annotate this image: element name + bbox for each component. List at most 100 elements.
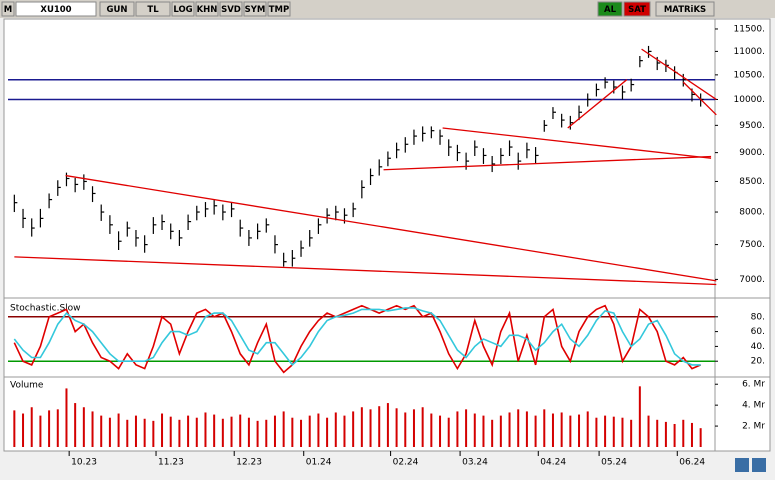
menu-button[interactable]: M [1, 1, 15, 17]
volume-bar [308, 415, 311, 447]
toolbar-button-bg [195, 1, 219, 17]
volume-bar [508, 412, 511, 447]
volume-bar [326, 417, 329, 447]
menu-button-label: M [4, 5, 12, 15]
trendline [442, 127, 712, 159]
volume-bar [447, 417, 450, 447]
brand-label-bg [655, 1, 715, 17]
sell-button-bg [623, 1, 651, 17]
volume-bar [682, 419, 685, 447]
y-tick-label: 11000. [734, 47, 766, 57]
volume-bar [134, 415, 137, 447]
toolbar-button-bg [135, 1, 171, 17]
volume-bar [317, 413, 320, 447]
symbol-box-bg [15, 1, 97, 17]
x-tick-label: 03.24 [462, 458, 488, 468]
volume-bar [482, 415, 485, 447]
trendline [14, 256, 717, 286]
x-tick-label: 12.23 [236, 458, 262, 468]
toolbar-button[interactable]: SVD [219, 1, 243, 17]
trendline [65, 174, 717, 282]
sell-button-label: SAT [628, 5, 646, 15]
volume-bar [230, 416, 233, 447]
volume-bar [161, 413, 164, 447]
volume-bar [74, 403, 77, 447]
toolbar-button-label: GUN [107, 5, 128, 15]
volume-bar [439, 415, 442, 447]
buy-button[interactable]: AL [597, 1, 623, 17]
brand-label[interactable]: MATRiKS [655, 1, 715, 17]
scroll-button[interactable] [735, 458, 749, 472]
volume-bar [291, 417, 294, 447]
trendline [567, 79, 628, 129]
buy-button-label: AL [604, 5, 617, 15]
volume-bar [664, 421, 667, 447]
y-tick-label: 9000. [739, 148, 765, 158]
volume-bar [378, 406, 381, 447]
x-tick-label: 10.23 [71, 458, 97, 468]
toolbar-button[interactable]: KHN [195, 1, 219, 17]
trendline [383, 155, 712, 171]
y-tick-label: 10500. [734, 70, 766, 80]
volume-bar [569, 415, 572, 447]
y-tick-label: 10000. [734, 95, 766, 105]
volume-bar [352, 411, 355, 447]
y-tick-label: 4. Mr [742, 401, 765, 411]
toolbar-button[interactable]: GUN [99, 1, 135, 17]
volume-bar [656, 419, 659, 447]
y-tick-label: 60. [751, 327, 765, 337]
volume-bar [638, 386, 641, 447]
volume-bar [404, 412, 407, 447]
volume-bar [560, 412, 563, 447]
volume-bar [430, 413, 433, 447]
toolbar-button[interactable]: LOG [171, 1, 195, 17]
volume-bar [360, 407, 363, 447]
toolbar-button-label: LOG [173, 5, 192, 15]
symbol-box[interactable]: XU100 [15, 1, 97, 17]
volume-bar [178, 419, 181, 447]
toolbar-button-bg [243, 1, 267, 17]
volume-bar [117, 413, 120, 447]
toolbar-button[interactable]: TL [135, 1, 171, 17]
symbol-box-label: XU100 [40, 5, 71, 15]
sell-button[interactable]: SAT [623, 1, 651, 17]
x-tick-label: 05.24 [601, 458, 627, 468]
volume-bar [187, 415, 190, 447]
volume-bar [343, 415, 346, 447]
volume-bar [551, 413, 554, 447]
x-tick-label: 01.24 [306, 458, 332, 468]
volume-bar [673, 423, 676, 447]
y-tick-label: 11500. [734, 24, 766, 34]
toolbar-button-bg [171, 1, 195, 17]
scroll-button[interactable] [752, 458, 766, 472]
toolbar-button-label: SYM [245, 5, 266, 15]
toolbar-button[interactable]: TMP [267, 1, 291, 17]
volume-bar [690, 422, 693, 447]
y-tick-label: 6. Mr [742, 380, 765, 390]
volume-bar [13, 410, 16, 447]
menu-button-bg [1, 1, 15, 17]
stochastic-line [13, 307, 701, 367]
volume-bar [578, 414, 581, 447]
volume-bar [100, 415, 103, 447]
x-tick-label: 04.24 [540, 458, 566, 468]
y-tick-label: 9500. [739, 121, 765, 131]
toolbar-button[interactable]: SYM [243, 1, 267, 17]
volume-bar [421, 407, 424, 447]
volume-bar [334, 412, 337, 447]
volume-bar [169, 416, 172, 447]
volume-bar [604, 415, 607, 447]
y-tick-label: 80. [751, 312, 765, 322]
volume-bar [143, 418, 146, 447]
buy-button-bg [597, 1, 623, 17]
chart-area [3, 18, 771, 452]
volume-bar [30, 407, 33, 447]
trendline [682, 81, 717, 116]
toolbar-button-bg [99, 1, 135, 17]
volume-bar [273, 415, 276, 447]
volume-bar [630, 419, 633, 447]
volume-bar [56, 409, 59, 447]
volume-bar [647, 415, 650, 447]
toolbar-button-bg [219, 1, 243, 17]
